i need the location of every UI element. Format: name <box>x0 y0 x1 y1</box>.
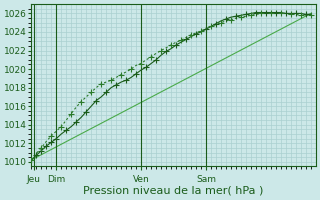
X-axis label: Pression niveau de la mer( hPa ): Pression niveau de la mer( hPa ) <box>84 186 264 196</box>
